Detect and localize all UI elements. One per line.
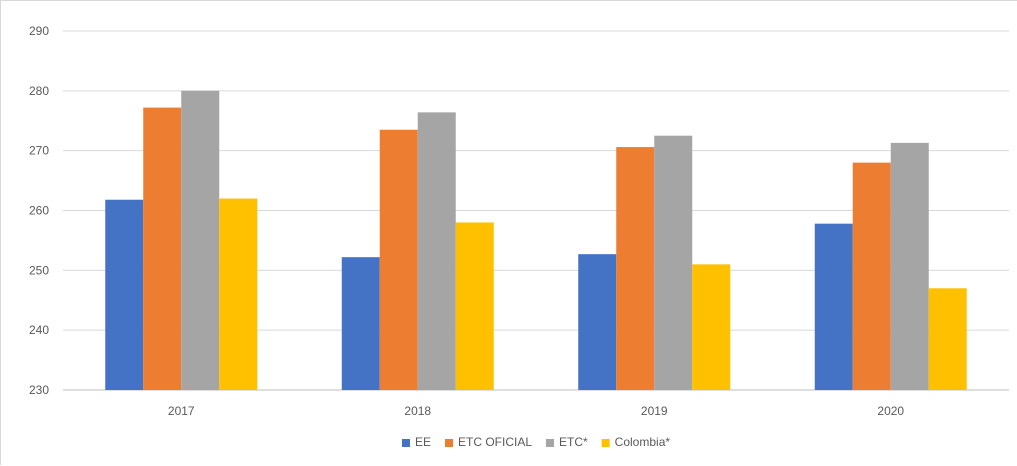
bar-etc-2017 [181,90,220,390]
y-tick-label: 280 [29,84,49,98]
legend-swatch-etc [546,439,554,447]
bar-etc-2018 [417,112,456,390]
bar-colombia-2019 [692,264,731,390]
x-tick-label: 2018 [404,404,431,418]
bar-etc-2019 [654,135,693,390]
bar-etc-oficial-2017 [143,107,182,390]
y-tick-label: 290 [29,24,49,38]
bar-etc-oficial-2018 [379,129,418,390]
bars [105,90,967,390]
legend-swatch-colombia [601,439,610,447]
bar-etc-2020 [890,142,929,390]
legend-label-etc: ETC* [559,435,588,449]
x-tick-label: 2019 [641,404,668,418]
bar-colombia-2018 [455,222,494,390]
legend-label-etc-oficial: ETC OFICIAL [458,435,532,449]
y-tick-label: 230 [29,383,49,397]
legend: EE ETC OFICIAL ETC* Colombia* [401,435,671,449]
bar-ee-2019 [578,254,617,390]
bar-etc-oficial-2020 [852,162,891,390]
legend-label-ee: EE [415,435,431,449]
y-tick-label: 270 [29,144,49,158]
legend-swatch-etc-oficial [444,439,453,447]
x-tick-label: 2017 [168,404,195,418]
y-tick-label: 250 [29,263,49,277]
x-tick-label: 2020 [877,404,904,418]
bar-ee-2017 [105,199,144,390]
x-axis-ticks: 2017 2018 2019 2020 [168,404,905,418]
y-axis-ticks: 230 240 250 260 270 280 290 [29,24,49,397]
bar-ee-2018 [341,257,380,390]
legend-swatch-ee [401,439,410,447]
y-tick-label: 260 [29,204,49,218]
bar-etc-oficial-2019 [616,147,655,390]
y-tick-label: 240 [29,323,49,337]
bar-colombia-2017 [219,198,258,390]
legend-label-colombia: Colombia* [615,435,671,449]
bar-ee-2020 [814,223,853,390]
bar-colombia-2020 [928,288,967,390]
